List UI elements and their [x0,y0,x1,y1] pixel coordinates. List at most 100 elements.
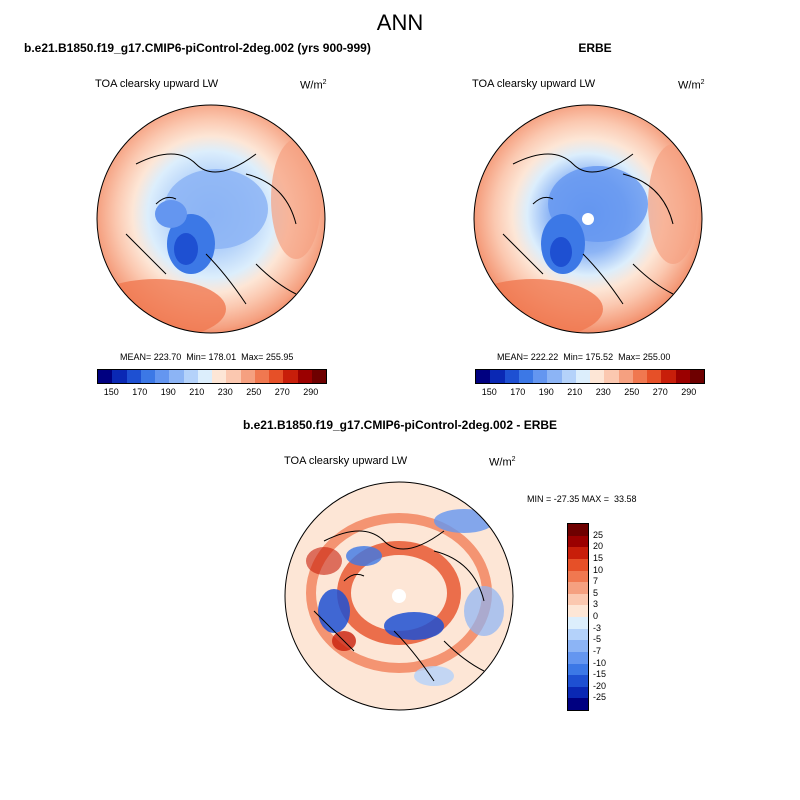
diff-variable-label: TOA clearsky upward LW [284,455,408,467]
model-colorbar-swatch [155,370,170,383]
model-colorbar-tick-label: 210 [189,387,205,397]
obs-colorbar-ticks: 150 170 190 210 230 250 270 290 [475,387,703,399]
diff-colorbar-tick-label: 5 [593,587,599,598]
diff-colorbar-tick-label: -25 [593,692,607,703]
diff-colorbar-swatch [568,593,588,606]
obs-colorbar-swatch [547,370,562,383]
diff-colorbar-tick-label: 25 [593,529,604,540]
model-variable-label: TOA clearsky upward LW [95,78,219,90]
model-colorbar-tick-label: 170 [132,387,148,397]
obs-colorbar-tick-label: 270 [652,387,668,397]
diff-colorbar-tick-label: 0 [593,611,599,621]
diff-colorbar-tick-label: 3 [593,599,599,610]
obs-units-label: W/m2 [678,79,705,92]
diff-colorbar-tick-label: 7 [593,576,599,587]
obs-colorbar-swatch [632,370,647,383]
model-colorbar-tick-label: 190 [160,387,176,397]
model-colorbar-swatch [197,370,212,383]
model-colorbar-tick-label: 150 [103,387,119,397]
diff-colorbar-tick-label: 10 [593,564,604,575]
model-colorbar-tick-label: 290 [303,387,319,397]
model-colorbar-swatch [283,370,298,383]
diff-colorbar-swatch [568,605,588,617]
obs-colorbar-swatch [618,370,633,383]
obs-colorbar-swatch [476,370,491,383]
obs-colorbar-swatch [490,370,505,383]
model-colorbar-tick-label: 270 [274,387,290,397]
figure-title: ANN [376,10,424,35]
obs-colorbar-swatch [604,370,619,383]
obs-colorbar-tick-label: 150 [481,387,497,397]
obs-colorbar-swatch [647,370,662,383]
obs-colorbar-swatch [575,370,590,383]
diff-colorbar-tick-label: 20 [593,541,604,552]
diff-units-label: W/m2 [489,456,516,469]
obs-colorbar-tick-label: 210 [567,387,583,397]
model-colorbar-swatch [311,370,326,383]
diff-colorbar-swatch [568,698,588,710]
model-colorbar-swatch [126,370,141,383]
diff-colorbar-swatch [568,524,588,536]
diff-colorbar-swatch [568,570,588,583]
obs-colorbar-tick-label: 230 [595,387,611,397]
obs-colorbar-swatch [590,370,605,383]
obs-colorbar-swatch [504,370,519,383]
diff-stats: MIN = -27.35 MAX = 33.58 [527,494,637,504]
model-colorbar-tick-label: 230 [217,387,233,397]
model-colorbar-swatch [98,370,113,383]
obs-stats: MEAN= 222.22 Min= 175.52 Max= 255.00 [497,352,671,362]
diff-colorbar-tick-label: -3 [593,622,602,633]
model-colorbar-swatch [112,370,127,383]
obs-polar-map [473,104,703,334]
obs-colorbar-swatch [561,370,576,383]
obs-variable-label: TOA clearsky upward LW [472,78,596,90]
obs-colorbar-swatch [689,370,704,383]
diff-colorbar [567,523,589,711]
model-colorbar-swatch [226,370,241,383]
model-colorbar-swatch [254,370,269,383]
diff-colorbar-tick-label: -20 [593,680,607,691]
diff-colorbar-swatch [568,663,588,676]
model-colorbar-swatch [140,370,155,383]
model-panel-title: b.e21.B1850.f19_g17.CMIP6-piControl-2deg… [24,41,371,55]
obs-colorbar-tick-label: 170 [510,387,526,397]
diff-colorbar-swatch [568,582,588,594]
obs-colorbar-swatch [533,370,548,383]
model-polar-map [96,104,326,334]
obs-colorbar-tick-label: 190 [538,387,554,397]
diff-panel-title: b.e21.B1850.f19_g17.CMIP6-piControl-2deg… [242,418,558,432]
diff-colorbar-swatch [568,628,588,641]
model-colorbar-swatch [183,370,198,383]
diff-colorbar-swatch [568,535,588,548]
model-colorbar-swatch [169,370,184,383]
obs-colorbar-swatch [661,370,676,383]
obs-panel-title: ERBE [578,41,612,55]
obs-colorbar-tick-label: 250 [624,387,640,397]
model-colorbar-swatch [297,370,312,383]
model-colorbar-swatch [212,370,227,383]
obs-colorbar-swatch [675,370,690,383]
diff-colorbar-tick-label: -15 [593,669,607,680]
diff-colorbar-ticks: 25 20 15 10 7 5 3 0 -3 -5 -7 -10 -15 -20 -25 [593,523,623,709]
diff-colorbar-tick-label: 15 [593,552,604,563]
diff-colorbar-swatch [568,651,588,664]
diff-colorbar-swatch [568,640,588,652]
diff-colorbar-swatch [568,686,588,699]
obs-colorbar [475,369,705,384]
diff-colorbar-swatch [568,547,588,559]
diff-colorbar-tick-label: -5 [593,634,602,645]
model-stats: MEAN= 223.70 Min= 178.01 Max= 255.95 [120,352,294,362]
diff-colorbar-swatch [568,617,588,629]
model-units-label: W/m2 [300,79,327,92]
obs-colorbar-swatch [518,370,533,383]
diff-colorbar-swatch [568,558,588,571]
model-colorbar-swatch [269,370,284,383]
diff-colorbar-swatch [568,675,588,687]
model-colorbar-ticks: 150 170 190 210 230 250 270 290 [97,387,325,399]
model-colorbar-tick-label: 250 [246,387,262,397]
diff-colorbar-tick-label: -7 [593,645,602,656]
model-colorbar [97,369,327,384]
diff-colorbar-tick-label: -10 [593,657,607,668]
obs-colorbar-tick-label: 290 [681,387,697,397]
diff-polar-map [284,481,514,711]
